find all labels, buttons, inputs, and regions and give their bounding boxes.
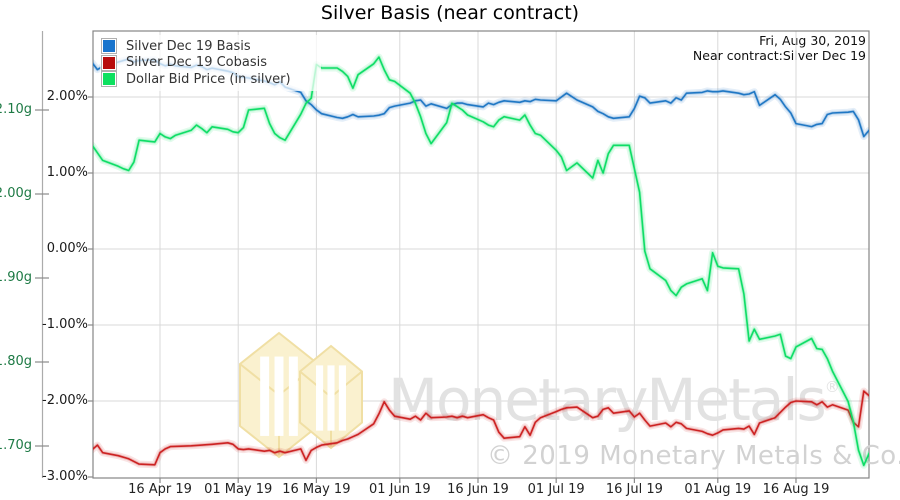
watermark-brand-text: MonetaryMetals® (388, 366, 840, 434)
gram-tick-label: 1.90g (0, 270, 32, 285)
chart-info-block: Fri, Aug 30, 2019 Near contract:Silver D… (693, 33, 866, 63)
silver-dec-19-cobasis-line (93, 387, 869, 469)
gram-tick-label: 2.10g (0, 102, 32, 117)
cubes-logo-group (239, 331, 363, 459)
legend-item: Dollar Bid Price (in silver) (103, 71, 321, 88)
cube-pillar-slat (274, 356, 284, 436)
date-tick-label: 01 Jul 19 (527, 482, 585, 497)
legend-swatch-icon (103, 56, 115, 69)
chart-contract-label: Near contract:Silver Dec 19 (692, 48, 866, 63)
percent-tick-label: 0.00% (46, 241, 88, 256)
watermark-brand-name: MonetaryMetals (388, 366, 827, 434)
chart-legend: Silver Dec 19 Basis Silver Dec 19 Cobasis… (100, 35, 321, 91)
date-tick-label: 16 Jul 19 (605, 482, 663, 497)
percent-tick-label: -2.00% (42, 393, 88, 408)
cube-pillar-slat (316, 365, 324, 431)
legend-label: Dollar Bid Price (in silver) (126, 71, 291, 87)
cube-pillar-slat (327, 365, 335, 431)
date-tick-label: 16 Apr 19 (128, 482, 192, 497)
date-tick-label: 01 May 19 (204, 482, 273, 497)
percent-tick-label: 1.00% (46, 165, 88, 180)
series-stroke (93, 387, 869, 469)
watermark-copyright: © 2019 Monetary Metals & Co. (487, 441, 900, 471)
cube-pillar-slat (260, 356, 270, 436)
chart-title: Silver Basis (near contract) (320, 2, 580, 24)
legend-label: Silver Dec 19 Cobasis (126, 55, 268, 71)
legend-label: Silver Dec 19 Basis (126, 38, 251, 54)
legend-item: Silver Dec 19 Basis (103, 38, 321, 55)
gram-tick-label: 1.70g (0, 438, 32, 453)
series-stroke (93, 53, 869, 469)
date-tick-label: 16 Aug 19 (762, 482, 830, 497)
series-stroke (93, 56, 869, 467)
legend-swatch-icon (103, 40, 115, 53)
series-stroke (93, 390, 869, 466)
plot-border (92, 30, 870, 479)
percent-tick-label: -1.00% (42, 317, 88, 332)
date-tick-label: 16 Jun 19 (447, 482, 509, 497)
gram-tick-label: 2.00g (0, 186, 32, 201)
legend-item: Silver Dec 19 Cobasis (103, 55, 321, 72)
date-tick-label: 01 Aug 19 (684, 482, 752, 497)
dollar-bid-price-in-silver--line (93, 53, 869, 469)
percent-tick-label: 2.00% (46, 89, 88, 104)
cube-pillar-slat (288, 356, 298, 436)
percent-tick-label: -3.00% (42, 469, 88, 484)
gram-tick-label: 1.80g (0, 354, 32, 369)
registered-trademark-icon: ® (824, 378, 840, 396)
date-tick-label: 01 Jun 19 (368, 482, 431, 497)
date-tick-label: 16 May 19 (282, 482, 351, 497)
chart-date-label: Fri, Aug 30, 2019 (759, 33, 866, 48)
legend-swatch-icon (103, 73, 115, 86)
cube-pillar-slat (338, 365, 346, 431)
